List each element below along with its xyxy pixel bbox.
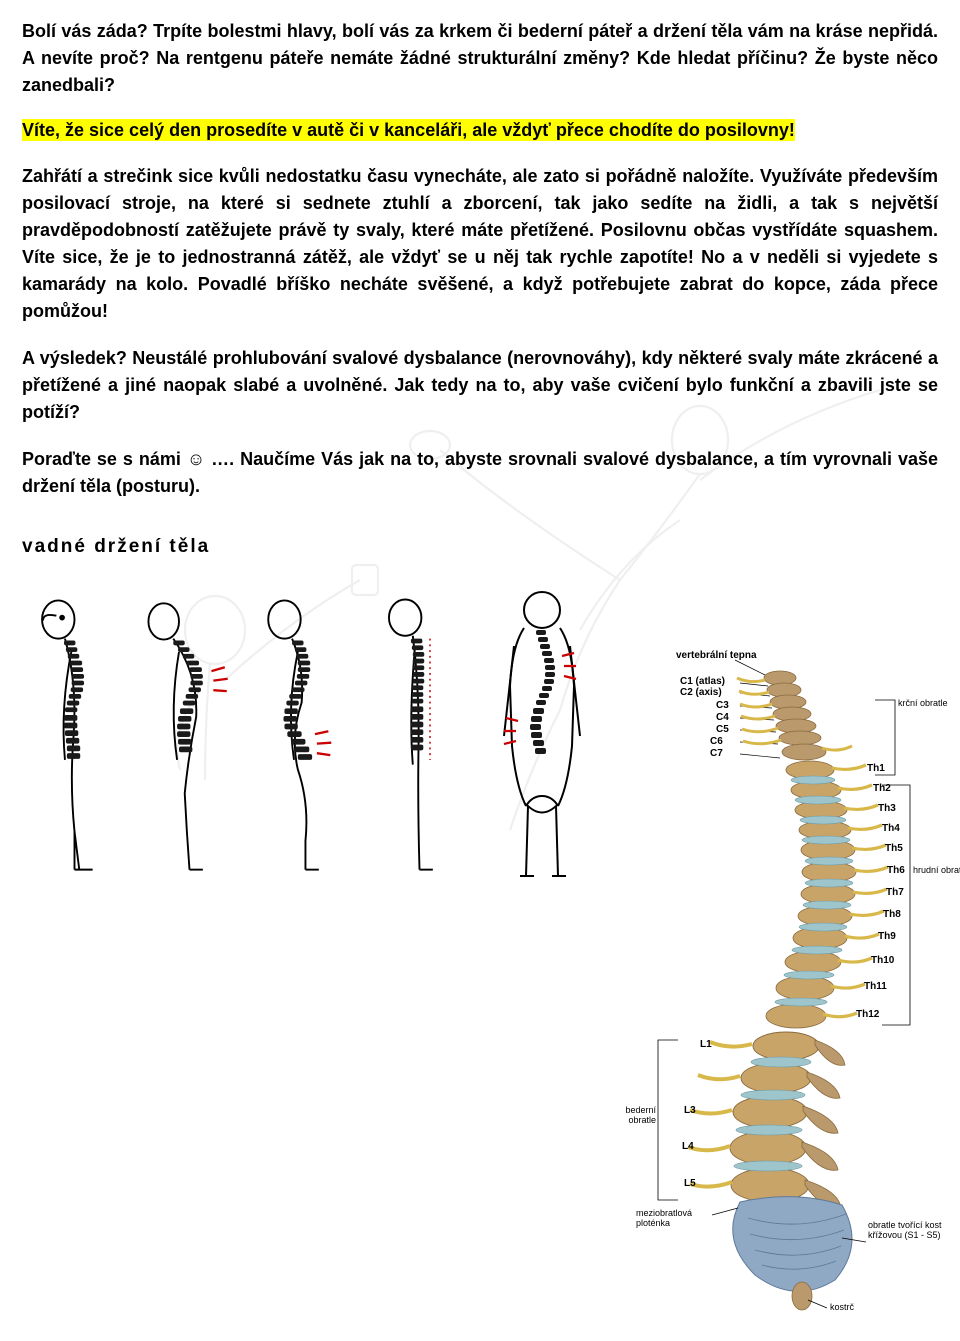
posture-figures — [22, 576, 602, 886]
label-th9: Th9 — [878, 931, 896, 942]
label-c7: C7 — [710, 748, 723, 759]
label-disc: meziobratlová ploténka — [636, 1208, 712, 1228]
posture-figure-4 — [367, 586, 472, 886]
posture-figure-3 — [252, 586, 357, 886]
label-th12: Th12 — [856, 1009, 879, 1020]
intro-paragraph: Bolí vás záda? Trpíte bolestmi hlavy, bo… — [22, 18, 938, 99]
label-c2: C2 (axis) — [680, 687, 722, 698]
label-th2: Th2 — [873, 783, 891, 794]
label-c6: C6 — [710, 736, 723, 747]
label-th8: Th8 — [883, 909, 901, 920]
spine-anatomy-diagram: vertebrální tepna C1 (atlas) C2 (axis) C… — [620, 640, 950, 1320]
posture-figure-2 — [137, 586, 242, 886]
label-lumbar-group: bederní obratle — [620, 1105, 656, 1125]
label-th7: Th7 — [886, 887, 904, 898]
body-paragraph-1: Zahřátí a strečink sice kvůli nedostatku… — [22, 163, 938, 325]
label-sacrum: obratle tvořící kost křížovou (S1 - S5) — [868, 1220, 948, 1240]
spine-top-label: vertebrální tepna — [676, 650, 757, 661]
posture-figure-1 — [22, 586, 127, 886]
label-cervical-group: krční obratle — [898, 698, 948, 708]
label-thoracic-group: hrudní obratle — [913, 865, 960, 875]
label-l5: L5 — [684, 1178, 696, 1189]
label-th5: Th5 — [885, 843, 903, 854]
body-paragraph-2: A výsledek? Neustálé prohlubování svalov… — [22, 345, 938, 426]
section-title: vadné držení těla — [22, 536, 938, 558]
label-c1: C1 (atlas) — [680, 676, 725, 687]
label-c4: C4 — [716, 712, 729, 723]
highlighted-text: Víte, že sice celý den prosedíte v autě … — [22, 119, 795, 141]
label-coccyx: kostrč — [830, 1302, 854, 1312]
posture-figure-5 — [482, 586, 602, 886]
label-c3: C3 — [716, 700, 729, 711]
label-th6: Th6 — [887, 865, 905, 876]
label-th10: Th10 — [871, 955, 894, 966]
label-th1: Th1 — [867, 763, 885, 774]
body-paragraph-3: Poraďte se s námi ☺ …. Naučíme Vás jak n… — [22, 446, 938, 500]
label-l3: L3 — [684, 1105, 696, 1116]
label-th11: Th11 — [864, 981, 887, 992]
label-th4: Th4 — [882, 823, 900, 834]
highlighted-paragraph: Víte, že sice celý den prosedíte v autě … — [22, 117, 938, 145]
label-c5: C5 — [716, 724, 729, 735]
label-th3: Th3 — [878, 803, 896, 814]
label-l4: L4 — [682, 1141, 694, 1152]
label-l1: L1 — [700, 1039, 712, 1050]
